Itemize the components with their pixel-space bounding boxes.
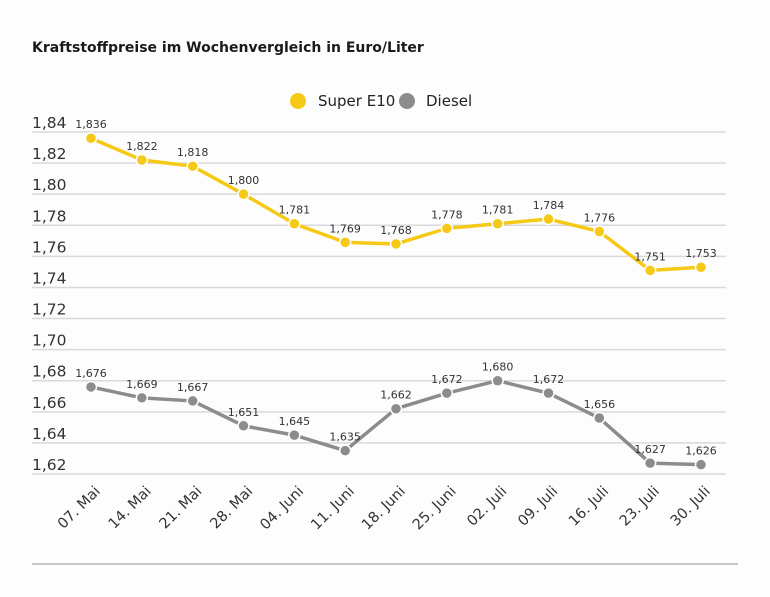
x-tick-label: 16. Juli (566, 484, 612, 530)
y-tick-label: 1,80 (32, 176, 67, 194)
data-label: 1,651 (228, 406, 260, 419)
data-point (491, 374, 504, 387)
data-label: 1,769 (329, 222, 361, 235)
data-point (389, 402, 403, 415)
data-point (186, 394, 199, 408)
x-tick-label: 25. Juni (410, 484, 460, 534)
x-tick-label: 14. Mai (106, 484, 155, 533)
data-point (440, 222, 454, 235)
x-tick-label: 02. Juli (464, 484, 510, 530)
data-label: 1,768 (380, 224, 412, 237)
data-label: 1,784 (533, 199, 565, 212)
x-tick-label: 09. Juli (515, 484, 561, 530)
data-label: 1,669 (126, 378, 158, 391)
data-point (542, 212, 555, 226)
legend: Super E10 Diesel (290, 92, 472, 110)
y-tick-label: 1,68 (32, 363, 67, 381)
legend-marker-super-e10 (290, 93, 306, 109)
x-tick-label: 07. Mai (55, 484, 104, 533)
data-label: 1,627 (634, 443, 666, 456)
legend-label-super-e10: Super E10 (318, 92, 395, 110)
data-label: 1,667 (177, 381, 209, 394)
data-point (694, 260, 708, 274)
data-point (237, 187, 250, 201)
data-point (84, 131, 98, 145)
legend-marker-diesel (399, 93, 415, 109)
data-label: 1,778 (431, 208, 463, 221)
data-point (135, 391, 149, 405)
y-tick-label: 1,76 (32, 238, 67, 256)
data-point (338, 444, 352, 457)
series-super-e10: 1,836 1,822 1,818 1,800 1,781 1,769 1,768 1,778… (75, 118, 717, 277)
data-point (186, 159, 199, 173)
x-tick-label: 04. Juni (257, 484, 307, 534)
data-label: 1,645 (279, 415, 311, 428)
x-tick-label: 28. Mai (207, 484, 256, 533)
data-point (84, 380, 98, 394)
y-tick-label: 1,78 (32, 207, 67, 225)
y-tick-label: 1,70 (32, 332, 67, 350)
y-tick-label: 1,74 (32, 269, 67, 287)
y-tick-label: 1,72 (32, 301, 67, 319)
data-label: 1,781 (279, 204, 311, 217)
y-tick-label: 1,84 (32, 114, 67, 132)
data-point (593, 411, 606, 425)
series-diesel: 1,676 1,669 1,667 1,651 1,645 1,635 1,662 1,672… (75, 361, 717, 471)
data-point (288, 428, 301, 442)
data-label: 1,662 (380, 389, 412, 402)
data-label: 1,751 (634, 250, 666, 263)
chart-title: Kraftstoffpreise im Wochenvergleich in E… (32, 40, 424, 56)
data-label: 1,672 (533, 373, 565, 386)
x-tick-label: 18. Juni (359, 484, 409, 534)
data-label: 1,753 (685, 247, 717, 260)
data-label: 1,800 (228, 174, 260, 187)
data-label: 1,676 (75, 367, 107, 380)
y-tick-label: 1,62 (32, 456, 67, 474)
data-label: 1,672 (431, 373, 463, 386)
x-tick-label: 23. Juli (617, 484, 663, 530)
data-label: 1,781 (482, 204, 514, 217)
data-point (643, 456, 657, 470)
data-point (135, 153, 149, 167)
data-point (389, 237, 403, 251)
data-point (288, 217, 301, 230)
data-label: 1,776 (584, 211, 616, 224)
data-point (694, 458, 708, 471)
data-point (237, 419, 250, 433)
x-tick-label: 30. Juli (668, 484, 714, 530)
data-point (440, 386, 454, 400)
data-point (593, 225, 606, 238)
y-tick-label: 1,64 (32, 425, 67, 443)
y-tick-label: 1,82 (32, 145, 67, 163)
data-label: 1,656 (584, 398, 616, 411)
x-tick-label: 21. Mai (157, 484, 206, 533)
data-label: 1,680 (482, 361, 514, 374)
data-label: 1,635 (329, 431, 361, 444)
legend-label-diesel: Diesel (426, 92, 472, 110)
data-point (491, 217, 504, 230)
data-label: 1,822 (126, 140, 158, 153)
data-point (338, 236, 352, 249)
data-label: 1,836 (75, 118, 107, 131)
data-label: 1,626 (685, 445, 717, 458)
data-point (542, 386, 555, 400)
data-point (643, 264, 657, 277)
x-tick-label: 11. Juni (308, 484, 358, 534)
y-tick-label: 1,66 (32, 394, 67, 412)
data-label: 1,818 (177, 146, 209, 159)
